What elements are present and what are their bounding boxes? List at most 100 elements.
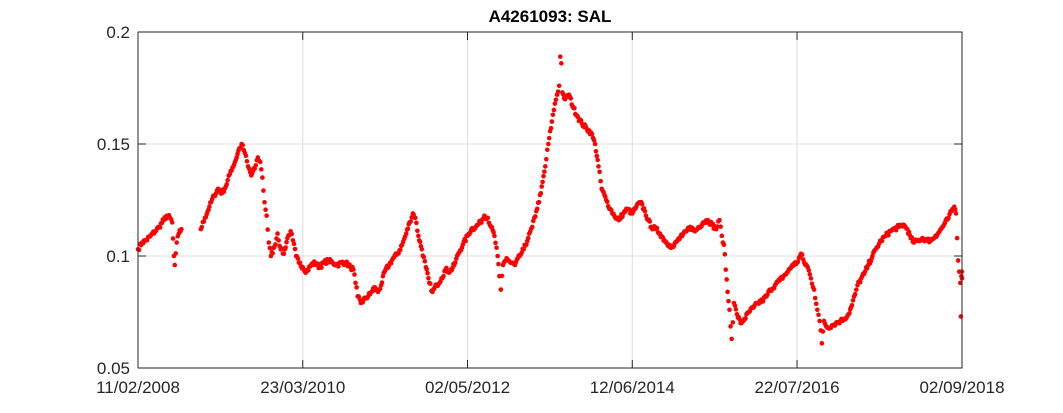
x-tick-label: 23/03/2010 xyxy=(260,378,345,397)
data-point xyxy=(169,220,175,225)
data-point xyxy=(207,204,212,210)
data-point-fill xyxy=(534,206,540,212)
data-point-fill xyxy=(879,238,885,244)
data-point xyxy=(717,217,722,223)
data-point xyxy=(729,336,734,342)
data-point-fill xyxy=(234,154,240,160)
data-point xyxy=(811,287,817,292)
data-point xyxy=(849,302,855,308)
data-point-fill xyxy=(422,258,428,264)
data-point-fill xyxy=(244,159,250,164)
data-point xyxy=(819,341,825,346)
data-point-fill xyxy=(733,307,739,312)
data-point-fill xyxy=(553,97,559,102)
data-point-fill xyxy=(405,226,411,231)
data-point xyxy=(552,101,558,106)
data-point-fill xyxy=(284,239,289,245)
data-point-fill xyxy=(799,252,805,258)
data-point-fill xyxy=(726,298,731,304)
data-point xyxy=(721,242,727,248)
data-point xyxy=(264,213,269,218)
data-point-fill xyxy=(760,299,766,304)
data-point-fill xyxy=(425,270,430,276)
y-tick-label: 0.05 xyxy=(97,359,130,378)
data-point-fill xyxy=(319,265,324,270)
data-point-fill xyxy=(597,169,602,175)
data-point xyxy=(353,280,358,286)
data-point-fill xyxy=(533,214,538,219)
data-point xyxy=(419,246,425,252)
data-point xyxy=(416,233,421,239)
data-point xyxy=(556,83,562,89)
data-point-fill xyxy=(591,137,597,143)
data-point-fill xyxy=(858,279,863,285)
data-point-fill xyxy=(426,275,431,281)
data-point-fill xyxy=(816,312,821,318)
data-point-fill xyxy=(551,107,557,113)
data-points xyxy=(135,54,965,346)
data-point-fill xyxy=(263,207,268,213)
data-point-fill xyxy=(578,118,584,123)
y-tick-label: 0.2 xyxy=(106,23,130,42)
tick-marks xyxy=(137,31,963,369)
data-point-fill xyxy=(173,251,179,256)
data-point xyxy=(557,54,563,59)
data-point-fill xyxy=(568,96,574,101)
data-point-fill xyxy=(813,301,819,307)
data-point xyxy=(281,251,287,257)
data-point xyxy=(559,61,564,66)
data-point-fill xyxy=(539,184,545,189)
data-point-fill xyxy=(730,320,736,325)
data-point-fill xyxy=(593,148,599,154)
data-point-fill xyxy=(546,135,552,141)
data-point xyxy=(954,235,960,241)
data-point-fill xyxy=(809,281,815,286)
data-point xyxy=(953,211,959,216)
data-point-fill xyxy=(647,219,653,224)
data-point-fill xyxy=(199,224,205,230)
data-point xyxy=(179,226,184,232)
data-point xyxy=(725,289,730,295)
data-point-fill xyxy=(572,105,577,111)
x-tick-label: 02/09/2018 xyxy=(919,378,1004,397)
data-point-fill xyxy=(441,273,446,279)
data-point-fill xyxy=(952,207,958,212)
data-point-fill xyxy=(295,256,301,261)
data-point-fill xyxy=(201,219,207,224)
data-point xyxy=(958,314,964,319)
data-point xyxy=(545,141,551,147)
data-point-fill xyxy=(354,285,359,290)
data-point-fill xyxy=(850,298,856,303)
data-point-fill xyxy=(267,245,273,251)
data-point-fill xyxy=(283,245,288,250)
data-point-fill xyxy=(253,163,259,168)
data-point-fill xyxy=(463,238,468,244)
data-point-fill xyxy=(243,153,249,159)
data-point-fill xyxy=(715,224,720,229)
data-point-fill xyxy=(594,153,600,159)
chart-title: A4261093: SAL xyxy=(489,7,612,26)
data-point-fill xyxy=(519,250,524,255)
data-point xyxy=(727,307,732,313)
x-tick-label: 22/07/2016 xyxy=(754,378,839,397)
data-point-fill xyxy=(540,179,545,185)
data-point xyxy=(529,224,535,230)
data-point-fill xyxy=(595,157,600,163)
axes-box xyxy=(137,31,963,369)
data-point xyxy=(351,267,356,272)
data-point-fill xyxy=(289,231,295,237)
x-tick-label: 12/06/2014 xyxy=(590,378,675,397)
data-point-fill xyxy=(536,199,542,205)
data-point-fill xyxy=(246,166,252,172)
data-point-fill xyxy=(259,167,264,172)
data-point xyxy=(266,240,272,245)
data-point xyxy=(257,159,263,165)
data-point-fill xyxy=(812,295,818,301)
data-point-fill xyxy=(428,281,433,287)
data-point-fill xyxy=(541,173,546,179)
data-point-fill xyxy=(170,236,176,241)
data-point-fill xyxy=(292,246,298,252)
data-point xyxy=(957,280,963,286)
